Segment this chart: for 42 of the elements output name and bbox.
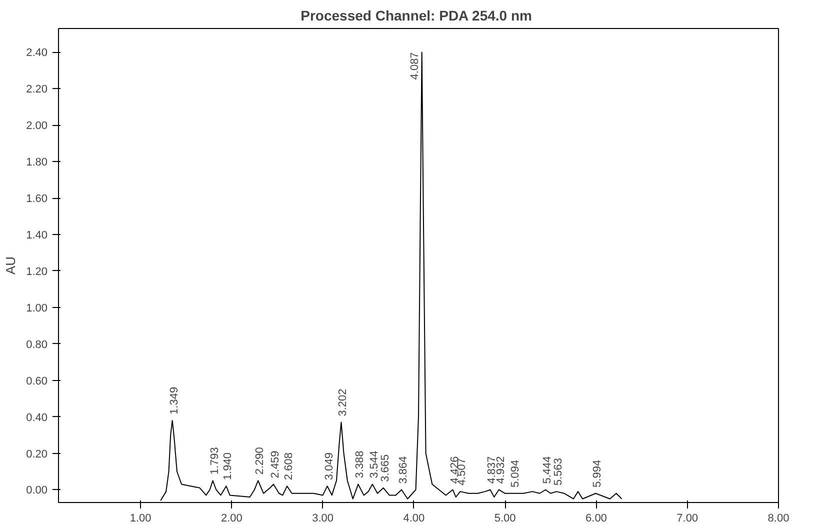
y-tick-label: 1.60 xyxy=(26,193,48,206)
chart-title: Processed Channel: PDA 254.0 nm xyxy=(300,8,532,24)
annotation: 2.290 xyxy=(254,447,266,475)
x-tick-label: 5.00 xyxy=(494,512,516,524)
annotation: 1.349 xyxy=(168,386,180,414)
annotation: 5.994 xyxy=(592,460,604,488)
y-tick-label: 2.00 xyxy=(26,120,48,132)
y-tick-label: 0.20 xyxy=(26,448,48,460)
annotation: 1.940 xyxy=(222,452,234,480)
annotation: 1.793 xyxy=(208,447,221,475)
annotation: 3.864 xyxy=(398,456,410,484)
x-tick-label: 7.00 xyxy=(676,512,698,524)
x-tick-label: 3.00 xyxy=(312,512,334,524)
x-tick-label: 2.00 xyxy=(220,512,242,524)
y-axis-title: AU xyxy=(3,256,18,275)
y-tick-label: 0.40 xyxy=(26,412,48,424)
annotation: 3.049 xyxy=(323,452,336,480)
annotation: 3.544 xyxy=(368,450,380,478)
y-tick-label: 1.20 xyxy=(26,266,48,278)
line-series xyxy=(160,52,622,502)
y-tick-label: 0.00 xyxy=(26,484,48,497)
y-tick-label: 2.40 xyxy=(26,47,48,60)
y-tick-label: 1.40 xyxy=(26,230,48,242)
x-tick-label: 6.00 xyxy=(586,512,607,524)
x-tick-label: 4.00 xyxy=(403,512,425,524)
annotation: 2.608 xyxy=(283,452,296,480)
annotation: 3.665 xyxy=(379,454,392,482)
annotation: 5.563 xyxy=(552,458,564,486)
y-tick-label: 1.00 xyxy=(26,302,48,314)
y-tick-label: 0.80 xyxy=(26,338,48,351)
x-tick-label: 1.00 xyxy=(130,512,152,524)
annotation: 4.087 xyxy=(408,52,421,80)
annotation: 2.459 xyxy=(269,450,282,478)
annotation: 3.388 xyxy=(354,450,366,478)
annotation: 4.932 xyxy=(494,456,507,484)
annotation: 3.202 xyxy=(337,388,350,416)
x-tick-label: 8.00 xyxy=(768,512,790,524)
annotation: 5.444 xyxy=(542,456,554,484)
y-tick-label: 1.80 xyxy=(26,156,48,169)
y-tick-label: 2.20 xyxy=(26,84,48,96)
y-tick-label: 0.60 xyxy=(26,375,48,388)
annotation: 5.094 xyxy=(510,460,522,488)
